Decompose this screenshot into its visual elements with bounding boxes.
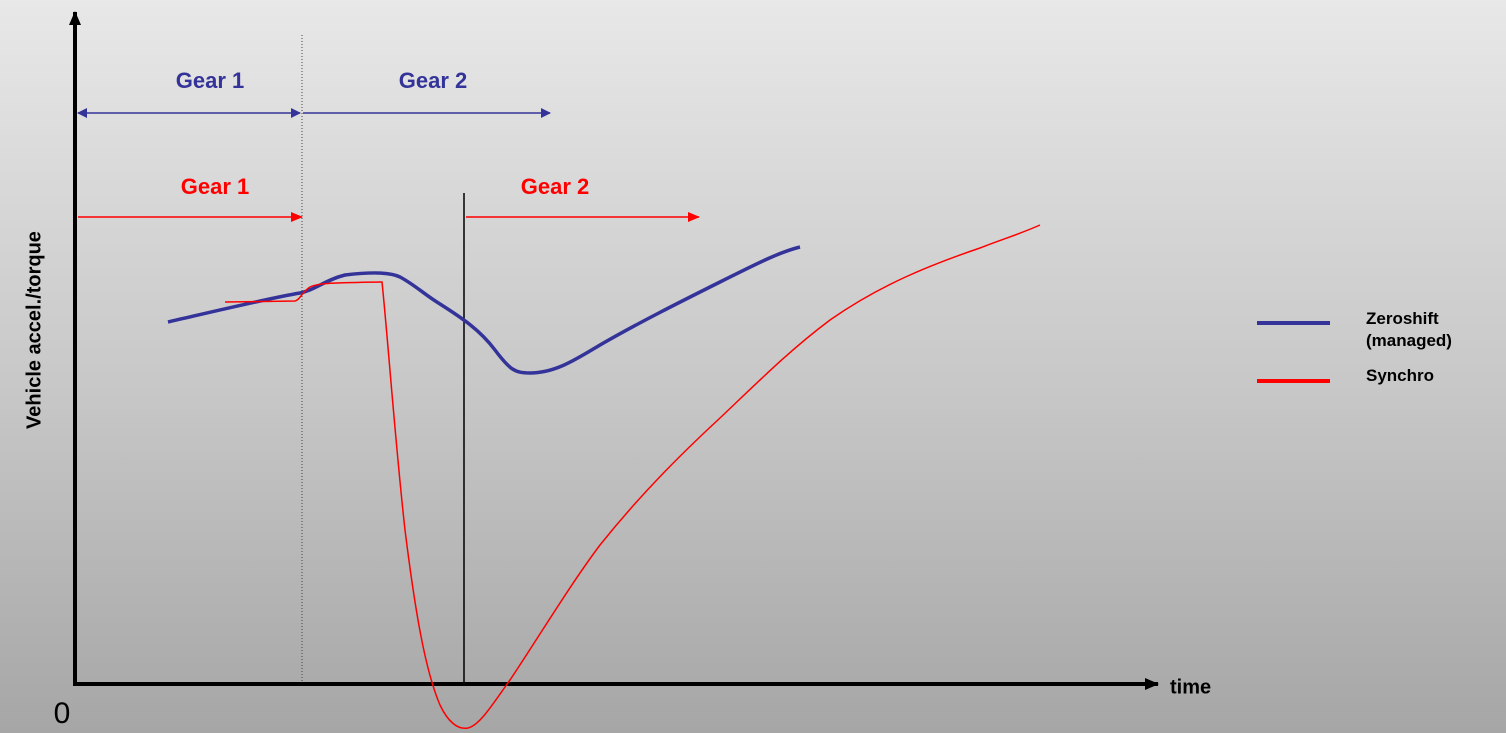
gear-label: Gear 2 [399, 68, 468, 93]
x-axis-label: time [1170, 676, 1211, 698]
gear-label: Gear 1 [176, 68, 245, 93]
origin-label: 0 [54, 697, 71, 730]
gear-label: Gear 2 [521, 174, 590, 199]
synchro-curve [224, 224, 1041, 730]
legend-label: Synchro [1366, 366, 1435, 385]
legend-label: Zeroshift (managed) [1366, 309, 1452, 350]
y-axis-label: Vehicle accel./torque [23, 231, 45, 429]
zeroshift-curve [167, 245, 801, 375]
gear-label: Gear 1 [181, 174, 250, 199]
